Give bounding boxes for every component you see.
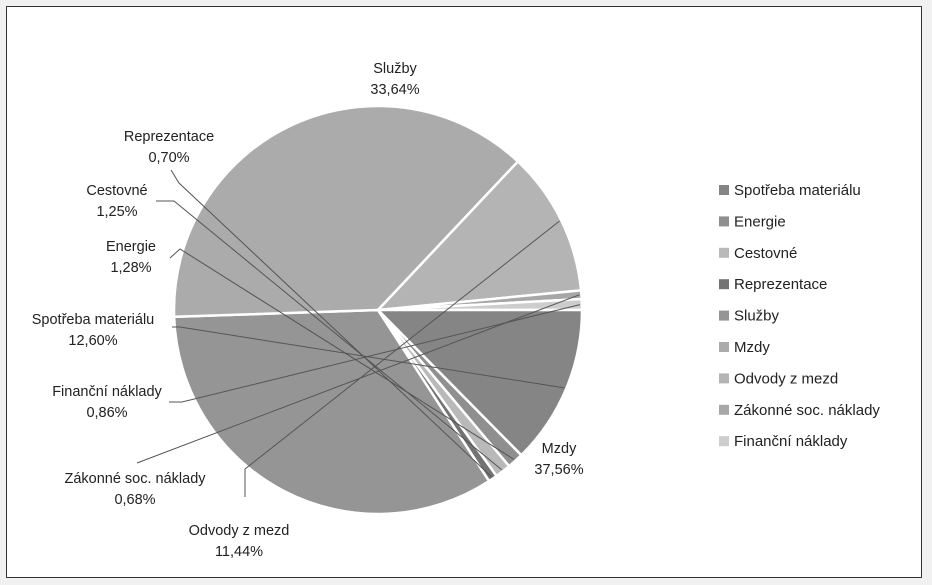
pie-slice-reprezentace — [376, 309, 499, 483]
legend-swatch-odvody-z-mezd — [719, 373, 729, 384]
slice-percent-reprezentace: 0,70% — [148, 150, 189, 166]
slice-percent-mzdy: 37,56% — [534, 462, 583, 478]
legend-label-mzdy: Mzdy — [734, 339, 770, 356]
legend-label-reprezentace: Reprezentace — [734, 276, 827, 293]
legend-swatch-financni-naklady — [719, 436, 729, 447]
legend-label-odvody-z-mezd: Odvody z mezd — [734, 370, 838, 387]
leader-line-financni-naklady — [169, 304, 581, 403]
legend-label-financni-naklady: Finanční náklady — [734, 433, 848, 450]
slice-label-energie: Energie — [106, 239, 156, 255]
leader-line-cestovne — [156, 200, 503, 471]
slice-label-financni-naklady: Finanční náklady — [52, 384, 162, 400]
slice-label-cestovne: Cestovné — [86, 183, 147, 199]
slice-percent-energie: 1,28% — [110, 260, 151, 276]
leader-line-spotreba-materialu — [172, 326, 565, 389]
leader-line-energie — [169, 248, 515, 460]
pie-slice-odvody-z-mezd — [374, 159, 583, 312]
legend-label-cestovne: Cestovné — [734, 245, 797, 262]
pie-slice-mzdy — [172, 104, 520, 319]
slice-label-zakonne-soc-naklady: Zákonné soc. náklady — [64, 471, 206, 487]
leader-line-odvody-z-mezd — [244, 220, 560, 497]
legend-label-energie: Energie — [734, 213, 786, 230]
legend-label-zakonne-soc-naklady: Zákonné soc. náklady — [734, 402, 880, 419]
slice-percent-zakonne-soc-naklady: 0,68% — [114, 492, 155, 508]
slice-percent-sluzby: 33,64% — [370, 82, 419, 98]
legend-swatch-reprezentace — [719, 279, 729, 290]
slice-label-odvody-z-mezd: Odvody z mezd — [189, 523, 290, 539]
legend-swatch-sluzby — [719, 310, 729, 321]
legend-swatch-spotreba-materialu — [719, 185, 729, 195]
slice-percent-spotreba-materialu: 12,60% — [68, 333, 117, 349]
chart-frame: Služby 33,64% Mzdy 37,56% Odvody z mezd 11,44… — [6, 6, 922, 578]
legend-swatch-zakonne-soc-naklady — [719, 404, 729, 415]
slice-percent-cestovne: 1,25% — [96, 204, 137, 220]
pie-slice-spotreba-materialu — [375, 308, 584, 457]
slice-label-reprezentace: Reprezentace — [124, 129, 214, 145]
slice-label-mzdy: Mzdy — [542, 441, 577, 457]
slice-label-spotreba-materialu: Spotřeba materiálu — [32, 312, 155, 328]
leader-line-reprezentace — [170, 169, 493, 478]
slice-label-sluzby: Služby — [373, 61, 417, 77]
legend-label-sluzby: Služby — [734, 308, 780, 325]
legend-swatch-cestovne — [719, 247, 729, 258]
legend-swatch-energie — [719, 216, 729, 227]
slice-percent-financni-naklady: 0,86% — [86, 405, 127, 421]
legend-label-spotreba-materialu: Spotřeba materiálu — [734, 182, 861, 199]
legend-swatch-mzdy — [719, 342, 729, 352]
pie-chart: Služby 33,64% Mzdy 37,56% Odvody z mezd 11,44… — [32, 61, 881, 560]
slice-percent-odvody-z-mezd: 11,44% — [215, 544, 263, 560]
